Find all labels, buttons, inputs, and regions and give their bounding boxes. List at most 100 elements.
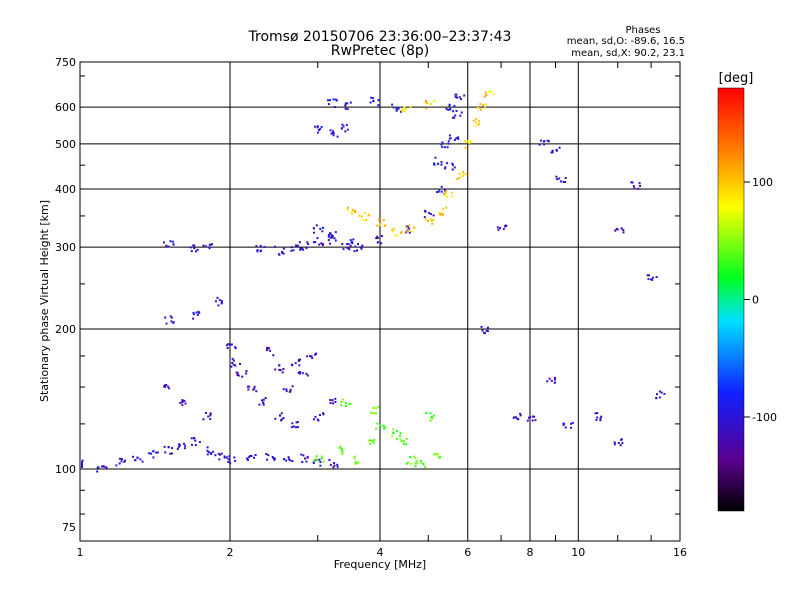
data-point	[352, 209, 354, 212]
data-point	[166, 385, 169, 388]
data-point	[260, 399, 263, 402]
data-point	[451, 168, 454, 171]
data-point	[245, 372, 248, 375]
data-point	[431, 219, 434, 222]
data-point	[118, 462, 121, 465]
data-point	[344, 402, 347, 405]
data-point	[312, 459, 315, 462]
data-point	[206, 453, 209, 456]
data-point	[347, 247, 350, 250]
data-point	[596, 412, 599, 415]
data-point	[177, 445, 180, 448]
data-point	[599, 419, 602, 422]
data-point	[295, 421, 298, 424]
data-point	[448, 137, 451, 140]
data-point	[403, 106, 406, 109]
data-point	[517, 418, 520, 421]
data-point	[377, 218, 380, 221]
data-point	[396, 234, 398, 237]
data-point	[299, 371, 302, 373]
y-tick-label: 200	[55, 323, 76, 336]
data-point	[215, 300, 217, 303]
data-point	[299, 358, 302, 361]
data-point	[191, 443, 193, 446]
data-point	[562, 422, 565, 425]
data-point	[464, 146, 467, 149]
data-point	[297, 426, 299, 429]
data-point	[354, 211, 357, 214]
data-point	[600, 415, 603, 418]
data-point	[632, 185, 635, 188]
data-point	[189, 246, 192, 249]
data-point	[402, 442, 405, 445]
phases-o-line: mean, sd,O: -89.6, 16.5	[567, 36, 685, 47]
data-point	[306, 355, 309, 358]
data-point	[329, 242, 332, 245]
data-point	[465, 172, 468, 175]
data-point	[316, 126, 319, 129]
data-point	[285, 388, 288, 391]
data-point	[399, 432, 402, 435]
y-tick-label: 750	[55, 56, 76, 69]
data-point	[433, 99, 436, 102]
data-point	[282, 417, 285, 420]
data-point	[314, 125, 317, 128]
data-point	[477, 123, 480, 126]
data-point	[227, 461, 230, 463]
data-point	[475, 118, 478, 120]
data-point	[195, 311, 198, 314]
data-point	[169, 240, 172, 243]
data-point	[489, 90, 492, 93]
data-point	[486, 330, 489, 333]
data-point	[81, 459, 84, 462]
data-point	[280, 418, 283, 421]
data-point	[414, 462, 417, 465]
data-point	[391, 228, 394, 231]
data-point	[314, 353, 317, 356]
data-point	[274, 245, 276, 248]
data-point	[374, 412, 377, 415]
data-point	[344, 102, 347, 105]
data-point	[403, 110, 406, 113]
data-point	[424, 107, 427, 110]
data-point	[289, 388, 292, 391]
data-point	[327, 235, 330, 238]
data-point	[171, 240, 174, 243]
data-point	[543, 140, 546, 143]
data-point	[550, 379, 553, 382]
data-point	[431, 417, 434, 420]
data-point	[448, 108, 451, 111]
data-point	[334, 239, 337, 242]
y-tick-label: 300	[55, 241, 76, 254]
data-point	[294, 362, 297, 365]
data-point	[346, 243, 349, 245]
data-point	[321, 455, 324, 458]
data-point	[394, 234, 397, 237]
data-point	[236, 374, 239, 376]
data-point	[458, 177, 461, 179]
data-point	[614, 229, 617, 232]
data-point	[315, 455, 318, 458]
data-point	[301, 461, 304, 463]
data-point	[434, 156, 437, 159]
data-point	[253, 385, 256, 388]
data-point	[225, 344, 228, 347]
data-point	[267, 347, 270, 350]
data-point	[474, 124, 477, 127]
data-point	[467, 141, 470, 144]
data-point	[331, 235, 334, 237]
data-point	[453, 166, 456, 169]
data-point	[262, 398, 265, 401]
data-point	[340, 448, 343, 451]
data-point	[321, 230, 324, 233]
data-point	[367, 214, 370, 217]
data-point	[320, 242, 323, 245]
data-point	[310, 355, 313, 358]
data-point	[250, 455, 253, 457]
data-point	[646, 274, 649, 277]
data-point	[402, 440, 405, 443]
data-point	[329, 99, 331, 102]
data-point	[322, 412, 325, 415]
data-point	[178, 443, 181, 446]
